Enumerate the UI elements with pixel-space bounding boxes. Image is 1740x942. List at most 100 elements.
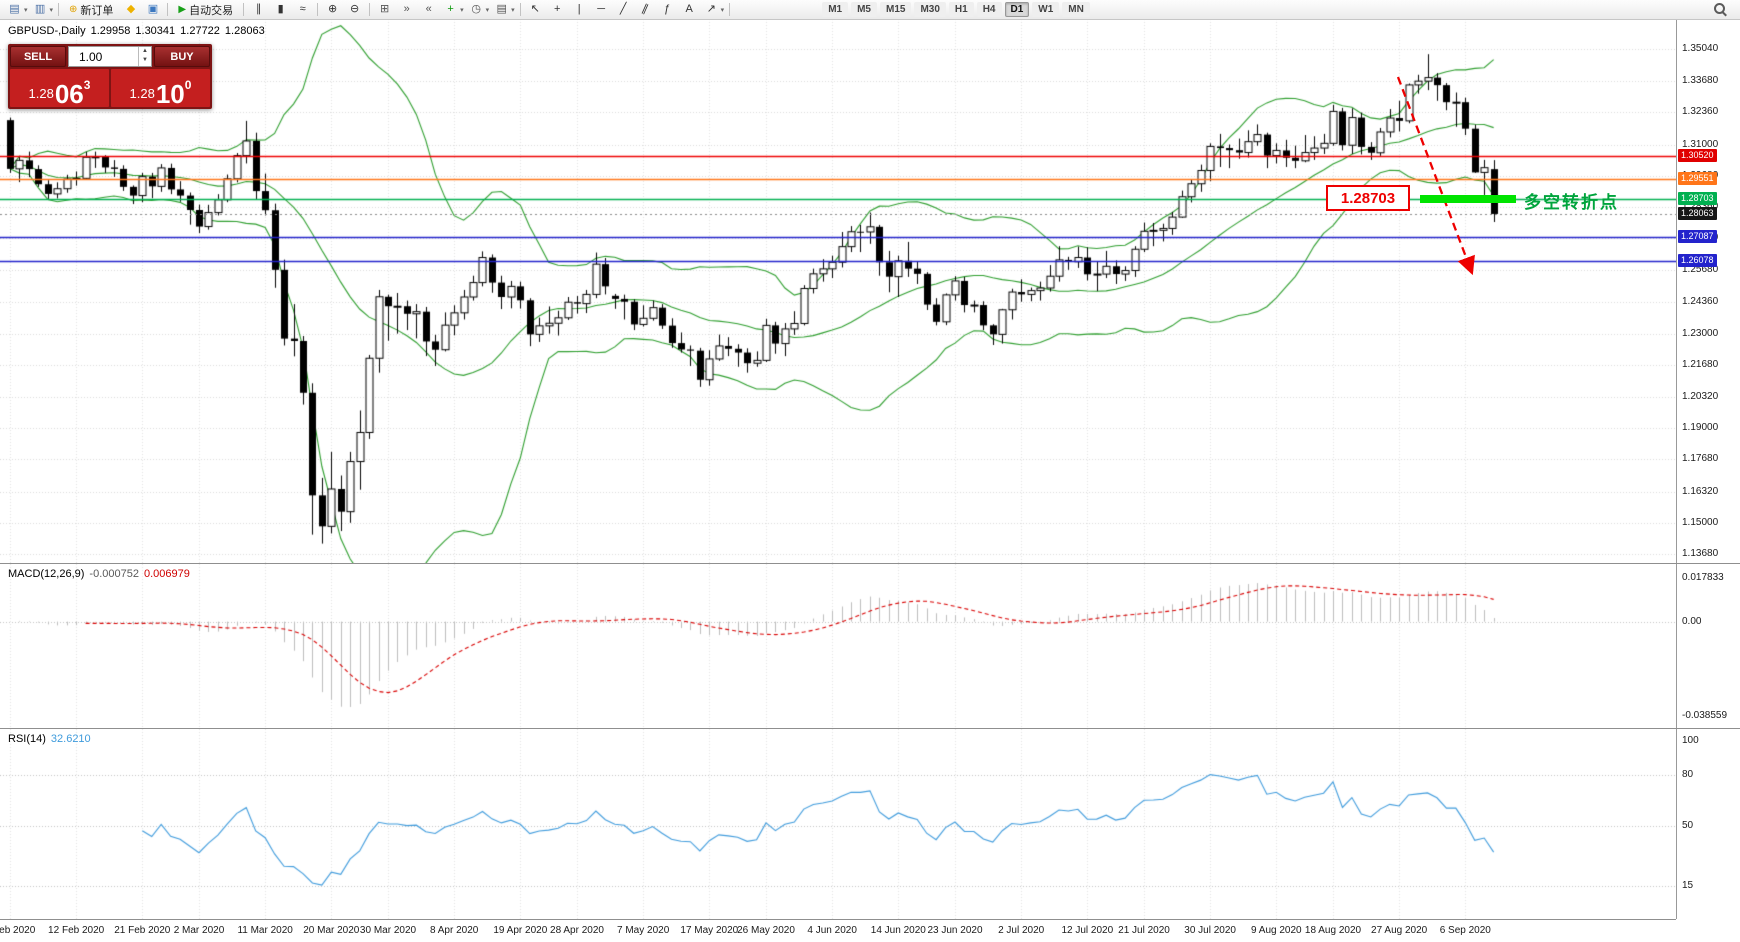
- price-grid-label: 1.20320: [1682, 391, 1719, 402]
- ohlc-close: 1.28063: [224, 25, 265, 37]
- axis-price-tag: 1.29551: [1678, 171, 1717, 185]
- metaeditor-icon[interactable]: ◆: [120, 1, 141, 19]
- price-grid-label: 1.25680: [1682, 264, 1719, 276]
- rsi-header: RSI(14) 32.6210: [8, 733, 96, 745]
- line-chart-type-icon[interactable]: ≈: [292, 1, 313, 19]
- autotrading-button[interactable]: ▶ 自动交易: [172, 1, 239, 19]
- text-icon[interactable]: A: [679, 1, 700, 19]
- timeframe-button-M30[interactable]: M30: [914, 2, 946, 17]
- buy-price-big: 10: [155, 78, 185, 109]
- timeframe-button-M1[interactable]: M1: [822, 2, 849, 17]
- timeframe-button-D1[interactable]: D1: [1004, 2, 1030, 17]
- date-label: 4 Jun 2020: [807, 925, 857, 936]
- turning-point-label[interactable]: 多空转折点: [1524, 193, 1619, 212]
- timeframe-button-M5[interactable]: M5: [851, 2, 877, 17]
- zoom-out-icon: ⊖: [350, 3, 360, 15]
- macd-signal-value: 0.006979: [143, 568, 190, 580]
- periods-icon[interactable]: ◷: [466, 1, 487, 19]
- templates-icon[interactable]: ▤: [491, 1, 512, 19]
- channel-icon[interactable]: ∥: [635, 1, 656, 19]
- candlestick-chart-type-icon[interactable]: ▮: [270, 1, 291, 19]
- grid-icon: ⊞: [380, 3, 390, 15]
- macd-scale-label: -0.038559: [1682, 710, 1728, 721]
- price-grid-label: 1.13680: [1682, 548, 1719, 559]
- sell-price[interactable]: 1.28 06 3: [10, 69, 109, 107]
- macd-axis[interactable]: 0.017833 0.00 -0.038559: [1676, 564, 1740, 728]
- timeframe-button-M15[interactable]: M15: [880, 2, 912, 17]
- date-label: 11 Mar 2020: [237, 925, 293, 936]
- rsi-axis[interactable]: 100 80 50 15: [1676, 729, 1740, 919]
- rsi-value: 32.6210: [50, 733, 91, 745]
- price-grid-label: 1.28360: [1682, 201, 1718, 212]
- date-label: 30 Jul 2020: [1184, 925, 1236, 936]
- market-watch-icon[interactable]: ▣: [142, 1, 163, 19]
- date-label: 6 Sep 2020: [1439, 925, 1491, 936]
- rsi-canvas[interactable]: [0, 729, 1676, 919]
- new-order-icon: ⊕: [69, 4, 78, 15]
- zoom-out-icon[interactable]: ⊖: [344, 1, 365, 19]
- price-flag-annotation[interactable]: 1.28703: [1326, 185, 1410, 211]
- buy-price[interactable]: 1.28 10 0: [111, 69, 210, 107]
- chevron-down-icon: ▾: [24, 6, 28, 14]
- new-chart-icon[interactable]: ▤: [4, 1, 25, 19]
- price-grid-label: 1.35040: [1682, 43, 1719, 54]
- auto-scroll-icon[interactable]: »: [396, 1, 417, 19]
- buy-button[interactable]: BUY: [154, 46, 210, 67]
- profiles-icon[interactable]: ▥: [30, 1, 51, 19]
- autotrading-button-label: 自动交易: [189, 4, 234, 17]
- chevron-down-icon: ▾: [49, 6, 54, 14]
- spinner-up-icon[interactable]: ▲: [142, 48, 148, 54]
- fibonacci-icon[interactable]: ƒ: [657, 1, 678, 19]
- volume-spinner[interactable]: ▲ ▼: [138, 47, 151, 66]
- templates-icon: ▤: [496, 3, 507, 15]
- date-label: 12 Jul 2020: [1061, 925, 1114, 936]
- sell-price-big: 06: [54, 78, 84, 109]
- turning-point-bar[interactable]: [1420, 195, 1516, 203]
- main-chart-canvas[interactable]: [0, 19, 1676, 563]
- spinner-down-icon[interactable]: ▼: [142, 57, 148, 63]
- chart-shift-icon[interactable]: «: [418, 1, 439, 19]
- timeframe-button-H4[interactable]: H4: [976, 2, 1002, 17]
- date-label: 7 May 2020: [617, 925, 670, 936]
- line-chart-type-icon: ≈: [299, 3, 306, 15]
- price-grid-label: 1.17680: [1682, 453, 1719, 465]
- date-label: 2 Mar 2020: [173, 925, 225, 936]
- new-chart-icon: ▤: [9, 3, 20, 15]
- date-label: 23 Jun 2020: [927, 925, 983, 936]
- trendline-icon[interactable]: ╱: [613, 1, 634, 19]
- indicators-icon[interactable]: +: [440, 1, 461, 19]
- macd-panel: MACD(12,26,9) -0.000752 0.006979 0.017833 0…: [0, 563, 1740, 728]
- timeframe-button-MN[interactable]: MN: [1062, 2, 1090, 17]
- timeframe-button-H1[interactable]: H1: [948, 2, 974, 17]
- macd-scale-label: 0.017833: [1682, 572, 1724, 583]
- date-label: 21 Jul 2020: [1118, 925, 1170, 936]
- sell-price-pip: 3: [83, 78, 91, 92]
- grid-icon[interactable]: ⊞: [374, 1, 395, 19]
- sell-button[interactable]: SELL: [10, 46, 66, 67]
- chevron-down-icon: ▾: [720, 6, 725, 14]
- ohlc-open: 1.29958: [90, 25, 131, 37]
- rsi-scale-label: 80: [1682, 769, 1694, 780]
- crosshair-icon: +: [553, 3, 561, 15]
- arrows-icon[interactable]: ↗: [701, 1, 722, 19]
- price-axis[interactable]: 1.350401.336801.323601.310001.296801.283…: [1676, 19, 1740, 563]
- vertical-line-icon: |: [577, 3, 581, 15]
- chart-window: GBPUSD-,Daily 1.29958 1.30341 1.27722 1.2806…: [0, 19, 1740, 942]
- candlestick-chart-type-icon: ▮: [277, 3, 284, 15]
- axis-price-tag: 1.30520: [1678, 148, 1717, 162]
- search-icon[interactable]: [1714, 3, 1727, 16]
- new-order-button[interactable]: ⊕ 新订单: [63, 1, 119, 19]
- rsi-name: RSI(14): [8, 733, 46, 745]
- macd-canvas[interactable]: [0, 564, 1676, 728]
- vertical-line-icon[interactable]: |: [569, 1, 590, 19]
- volume-input[interactable]: 1.00 ▲ ▼: [68, 46, 152, 67]
- timeframe-button-W1[interactable]: W1: [1032, 2, 1060, 17]
- horizontal-line-icon[interactable]: ─: [591, 1, 612, 19]
- bar-chart-type-icon[interactable]: ∥: [248, 1, 269, 19]
- ohlc-high: 1.30341: [135, 25, 176, 37]
- main-chart-panel: GBPUSD-,Daily 1.29958 1.30341 1.27722 1.2806…: [0, 19, 1740, 563]
- zoom-in-icon[interactable]: ⊕: [322, 1, 343, 19]
- cursor-icon[interactable]: ↖: [525, 1, 546, 19]
- crosshair-icon[interactable]: +: [547, 1, 568, 19]
